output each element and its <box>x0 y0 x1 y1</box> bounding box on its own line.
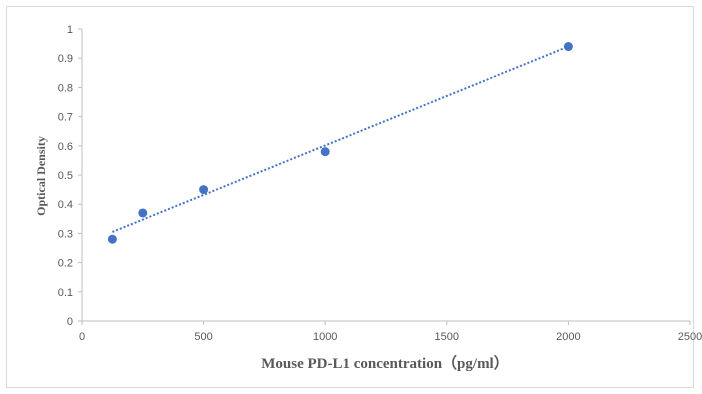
y-tick-label: 0.2 <box>58 258 73 270</box>
x-tick-label: 0 <box>79 331 85 343</box>
x-axis-title: Mouse PD-L1 concentration（pg/ml） <box>261 354 508 372</box>
y-tick-label: 0.4 <box>58 199 73 211</box>
chart-frame <box>6 6 694 388</box>
y-tick-label: 0.9 <box>58 53 73 65</box>
data-point <box>199 185 209 195</box>
y-tick-label: 0.8 <box>58 82 73 94</box>
y-axis-title: Optical Density <box>34 136 48 216</box>
y-tick-label: 1 <box>67 24 73 36</box>
y-tick-label: 0.5 <box>58 170 73 182</box>
y-tick-label: 0 <box>67 316 73 328</box>
x-tick-label: 1500 <box>435 331 459 343</box>
x-tick-label: 500 <box>194 331 212 343</box>
data-point <box>138 208 148 218</box>
data-point <box>107 234 117 244</box>
data-point <box>563 42 573 52</box>
x-tick-label: 1000 <box>313 331 337 343</box>
y-tick-label: 0.3 <box>58 228 73 240</box>
trendline <box>112 45 569 233</box>
y-tick-label: 0.1 <box>58 287 73 299</box>
y-tick-label: 0.7 <box>58 112 73 124</box>
data-point <box>320 147 330 157</box>
x-tick-label: 2500 <box>678 331 702 343</box>
x-tick-label: 2000 <box>556 331 580 343</box>
y-tick-label: 0.6 <box>58 141 73 153</box>
plot-area: 0 0.1 0.2 0.3 0.4 0.5 0.6 0.7 0.8 0.9 1 0 500 1000 150… <box>58 24 702 343</box>
